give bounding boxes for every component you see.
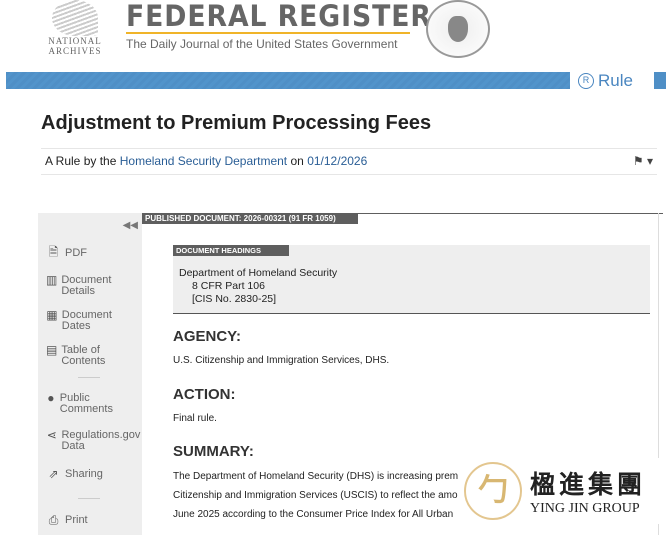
- sidebar-item-table-of-contents[interactable]: ▤ Table of Contents: [46, 343, 106, 367]
- national-archives-logo[interactable]: NATIONAL ARCHIVES: [44, 0, 106, 58]
- share-icon: ⇗: [48, 467, 59, 481]
- sidebar-item-pdf[interactable]: 🗎 PDF: [46, 245, 87, 259]
- bar-end: [654, 72, 666, 89]
- rule-icon: R: [578, 73, 594, 89]
- action-text: Final rule.: [173, 413, 217, 424]
- sidebar-item-public-comments[interactable]: ● Public Comments: [47, 391, 113, 415]
- sidebar: ◀◀ 🗎 PDF ▥ Document Details ▦ Document Date…: [38, 213, 142, 535]
- sidebar-item-document-dates[interactable]: ▦ Document Dates: [46, 308, 112, 332]
- sidebar-item-document-details[interactable]: ▥ Document Details: [46, 273, 112, 297]
- ying-jin-watermark: 勹 楹進集團 YING JIN GROUP: [460, 458, 671, 524]
- nara-seal-logo: [426, 0, 490, 58]
- rule-badge: R Rule: [578, 71, 633, 91]
- site-subtitle: The Daily Journal of the United States G…: [126, 37, 398, 51]
- summary-heading: SUMMARY:: [173, 443, 254, 460]
- site-title[interactable]: FEDERAL REGISTER: [126, 0, 432, 33]
- book-icon: ▥: [46, 273, 58, 287]
- summary-line: The Department of Homeland Security (DHS…: [173, 471, 459, 482]
- sidebar-item-regulations-gov[interactable]: ⋖ Regulations.gov Data: [46, 428, 141, 452]
- agency-text: U.S. Citizenship and Immigration Service…: [173, 355, 390, 366]
- collapse-sidebar-icon[interactable]: ◀◀: [122, 220, 138, 231]
- share-nodes-icon: ⋖: [46, 428, 57, 442]
- byline: A Rule by the Homeland Security Departme…: [41, 148, 657, 175]
- published-rule: [142, 213, 663, 214]
- comment-icon: ●: [47, 391, 55, 405]
- print-icon: ⎙: [48, 513, 59, 527]
- calendar-icon: ▦: [46, 308, 58, 322]
- sidebar-divider: [78, 498, 100, 499]
- summary-line: June 2025 according to the Consumer Pric…: [173, 509, 454, 520]
- pdf-icon: 🗎: [48, 245, 59, 259]
- list-icon: ▤: [46, 343, 58, 357]
- sidebar-divider: [78, 377, 100, 378]
- flag-dropdown-icon[interactable]: ⚑ ▾: [632, 154, 653, 168]
- summary-line: Citizenship and Immigration Services (US…: [173, 490, 458, 501]
- agency-heading: AGENCY:: [173, 328, 242, 345]
- ying-jin-logo-icon: 勹: [464, 462, 522, 520]
- sidebar-item-print[interactable]: ⎙ Print: [46, 513, 88, 527]
- title-underline: [126, 32, 410, 34]
- document-headings: DOCUMENT HEADINGS Department of Homeland…: [173, 245, 650, 314]
- action-heading: ACTION:: [173, 386, 236, 403]
- sidebar-item-sharing[interactable]: ⇗ Sharing: [46, 467, 102, 481]
- agency-link[interactable]: Homeland Security Department: [119, 154, 288, 168]
- document-type-bar: [6, 72, 570, 89]
- page-title: Adjustment to Premium Processing Fees: [41, 112, 432, 134]
- published-document-label: PUBLISHED DOCUMENT: 2026-00321 (91 FR 10…: [142, 213, 358, 224]
- content-border: [658, 213, 659, 535]
- date-link[interactable]: 01/12/2026: [307, 154, 368, 168]
